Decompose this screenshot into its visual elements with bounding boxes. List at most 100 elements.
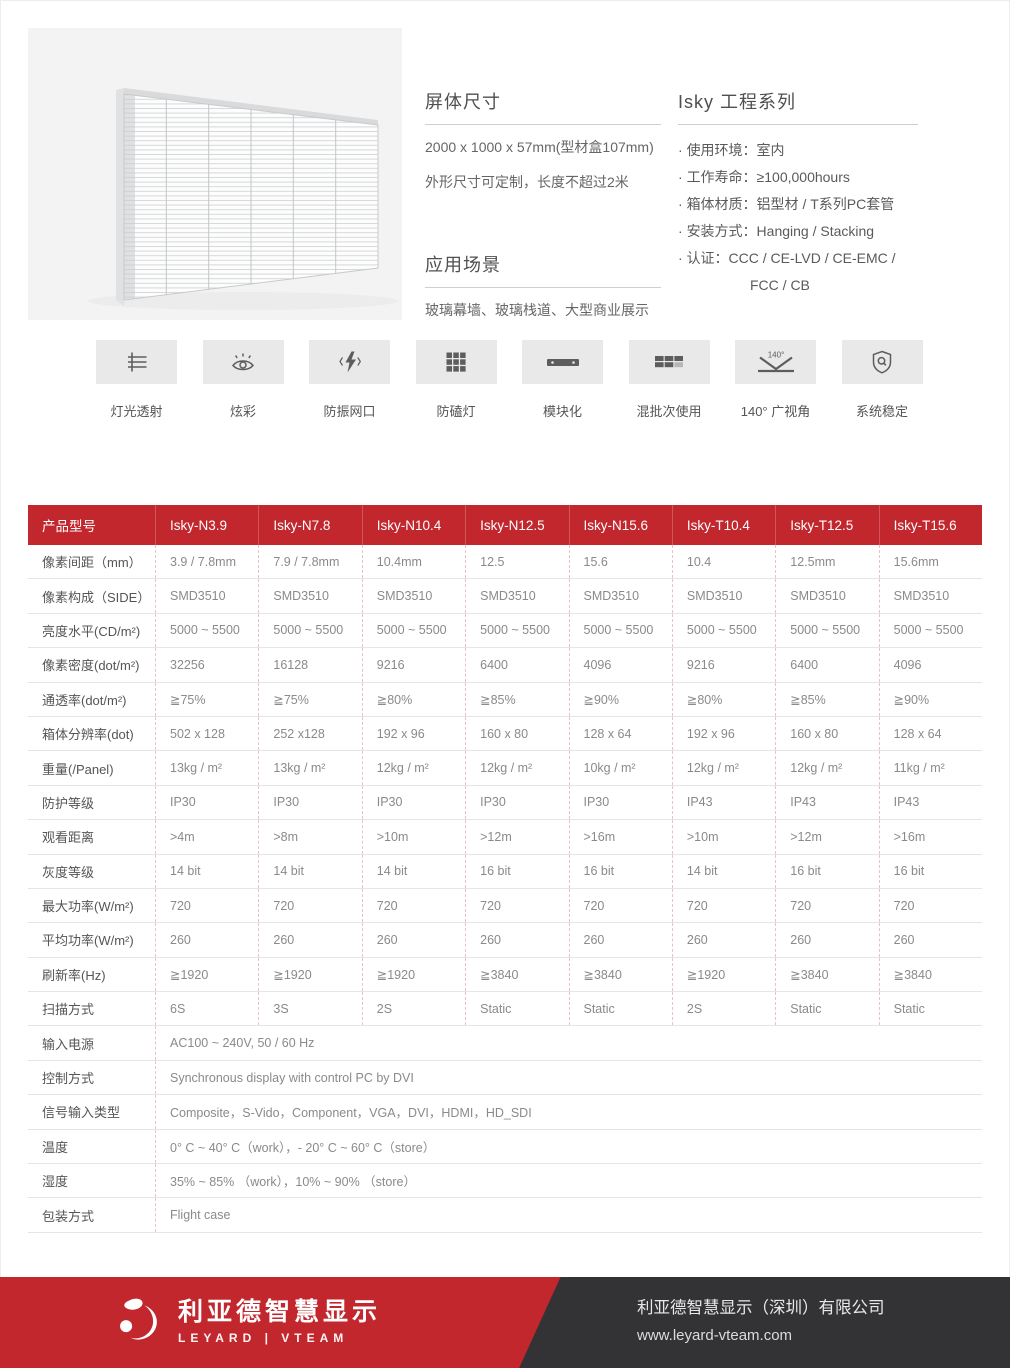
spec-span-row: 信号输入类型 Composite，S-Vido，Component，VGA，DVI… <box>28 1095 982 1130</box>
leyard-logo-icon <box>120 1298 157 1340</box>
spec-cell: ≧75% <box>155 682 258 716</box>
spec-cell: Static <box>878 992 982 1026</box>
spec-cell: 502 x 128 <box>155 716 258 751</box>
brand-name-en: LEYARD | VTEAM <box>178 1331 349 1346</box>
spec-cell: 260 <box>361 923 465 957</box>
feature-item: 灯光透射 <box>96 340 177 420</box>
spec-cell: 12kg / m² <box>361 751 465 785</box>
spec-cell: ≧90% <box>568 682 672 716</box>
spec-cell: SMD3510 <box>671 579 775 613</box>
spec-cell: 5000 ~ 5500 <box>775 613 878 648</box>
light-transmission-icon <box>96 340 177 384</box>
spec-cell: >8m <box>258 820 361 854</box>
feature-item: 炫彩 <box>202 340 284 420</box>
spec-row: 观看距离 >4m >8m >10m >12m >16m >10m >12m >16m <box>28 820 982 855</box>
brand-name-cn: 利亚德智慧显示 <box>178 1297 382 1326</box>
spec-cell: 720 <box>361 888 465 923</box>
spec-cell: SMD3510 <box>361 579 465 613</box>
spec-cell: 192 x 96 <box>671 716 775 751</box>
spec-cell: SMD3510 <box>155 579 258 613</box>
spec-cell: Static <box>465 992 568 1026</box>
spec-cell: 5000 ~ 5500 <box>465 613 568 648</box>
spec-cell: ≧75% <box>258 682 361 716</box>
module-bar-icon <box>522 340 603 384</box>
spec-cell: >10m <box>671 820 775 854</box>
spec-cell: 16 bit <box>878 854 982 888</box>
spec-cell: IP43 <box>878 785 982 820</box>
feature-label: 防振网口 <box>323 404 376 419</box>
spec-row-label: 重量(/Panel) <box>42 761 114 777</box>
application-title: 应用场景 <box>425 255 501 276</box>
spec-cell: >4m <box>155 820 258 854</box>
spec-cell: 6400 <box>465 648 568 682</box>
spec-cell: SMD3510 <box>258 579 361 613</box>
feature-item: 防磕灯 <box>415 340 497 420</box>
spec-row: 亮度水平(CD/m²) 5000 ~ 5500 5000 ~ 5500 5000 ~ … <box>28 613 982 649</box>
spec-cell: 10.4 <box>671 545 775 579</box>
feature-label: 140° 广视角 <box>740 404 811 419</box>
spec-row-label: 包装方式 <box>42 1208 95 1224</box>
spec-cell: 2S <box>671 992 775 1026</box>
spec-cell: 5000 ~ 5500 <box>258 613 361 648</box>
spec-cell: IP43 <box>671 785 775 820</box>
svg-text:140°: 140° <box>767 351 784 360</box>
series-title: Isky 工程系列 <box>678 92 797 112</box>
footer: 利亚德智慧显示 LEYARD | VTEAM 利亚德智慧显示（深圳）有限公司 w… <box>0 1277 1010 1368</box>
spec-header-model: Isky-T15.6 <box>878 505 982 545</box>
feature-item: 防振网口 <box>309 340 390 420</box>
divider <box>425 124 661 125</box>
spec-cell: 720 <box>878 888 982 923</box>
spec-row: 像素构成（SIDE） SMD3510 SMD3510 SMD3510 SMD3510 SM… <box>28 579 982 614</box>
spec-cell: 260 <box>878 923 982 957</box>
spec-row: 平均功率(W/m²) 260 260 260 260 260 260 260 260 <box>28 923 982 958</box>
spec-cell: 252 x128 <box>258 716 361 751</box>
spec-cell: 13kg / m² <box>155 751 258 785</box>
spec-row-label: 扫描方式 <box>42 1002 95 1018</box>
series-spec-item: 认证：CCC / CE-LVD / CE-EMC / <box>678 245 918 272</box>
spec-cell: 14 bit <box>155 854 258 888</box>
spec-row-label: 箱体分辨率(dot) <box>42 727 134 743</box>
series-spec-continuation: FCC / CB <box>750 277 810 293</box>
spec-row-label: 像素密度(dot/m²) <box>42 658 140 674</box>
spec-row: 灰度等级 14 bit 14 bit 14 bit 16 bit 16 bit 14 bit… <box>28 854 982 889</box>
series-spec-list: 使用环境：室内 工作寿命：≥100,000hours 箱体材质：铝型材 / T系… <box>678 137 918 272</box>
spec-header-model: Isky-T10.4 <box>671 505 775 545</box>
spec-cell: SMD3510 <box>465 579 568 613</box>
spec-cell: 5000 ~ 5500 <box>671 613 775 648</box>
spec-cell: >16m <box>568 820 672 854</box>
feature-label: 混批次使用 <box>636 404 702 419</box>
spec-cell: 720 <box>775 888 878 923</box>
spec-cell: 3.9 / 7.8mm <box>155 545 258 579</box>
spec-header-model: Isky-N10.4 <box>361 505 465 545</box>
spec-cell: 5000 ~ 5500 <box>155 613 258 648</box>
spec-row: 通透率(dot/m²) ≧75% ≧75% ≧80% ≧85% ≧90% ≧80% ≧85% ≧… <box>28 682 982 717</box>
spec-row-label: 像素构成（SIDE） <box>42 589 151 605</box>
spec-row-label: 灰度等级 <box>42 864 95 880</box>
spec-cell: SMD3510 <box>775 579 878 613</box>
spec-cell: 4096 <box>568 648 672 682</box>
spec-cell: 6S <box>155 992 258 1026</box>
series-section: Isky 工程系列 使用环境：室内 工作寿命：≥100,000hours 箱体材… <box>678 88 918 299</box>
spec-header-label: 产品型号 <box>42 519 96 534</box>
spec-cell: ≧3840 <box>568 957 672 992</box>
spec-span-value: 35% ~ 85% （work），10% ~ 90% （store） <box>155 1164 982 1198</box>
spec-cell: IP30 <box>361 785 465 820</box>
spec-cell: 720 <box>671 888 775 923</box>
spec-cell: IP30 <box>155 785 258 820</box>
spec-header-model: Isky-N7.8 <box>258 505 361 545</box>
spec-span-row: 输入电源 AC100 ~ 240V, 50 / 60 Hz <box>28 1026 982 1061</box>
screen-size-line: 2000 x 1000 x 57mm(型材盒107mm) <box>425 139 654 155</box>
application-line: 玻璃幕墙、玻璃栈道、大型商业展示 <box>425 302 649 319</box>
spec-cell: 12kg / m² <box>465 751 568 785</box>
spec-cell: 14 bit <box>671 854 775 888</box>
spec-header-model: Isky-N15.6 <box>568 505 672 545</box>
spec-cell: 4096 <box>878 648 982 682</box>
feature-label: 灯光透射 <box>110 404 163 419</box>
spec-cell: >12m <box>465 820 568 854</box>
spec-cell: 720 <box>258 888 361 923</box>
series-spec-item: 箱体材质：铝型材 / T系列PC套管 <box>678 191 918 218</box>
spec-cell: 14 bit <box>361 854 465 888</box>
lightning-port-icon <box>309 340 390 384</box>
spec-cell: 14 bit <box>258 854 361 888</box>
